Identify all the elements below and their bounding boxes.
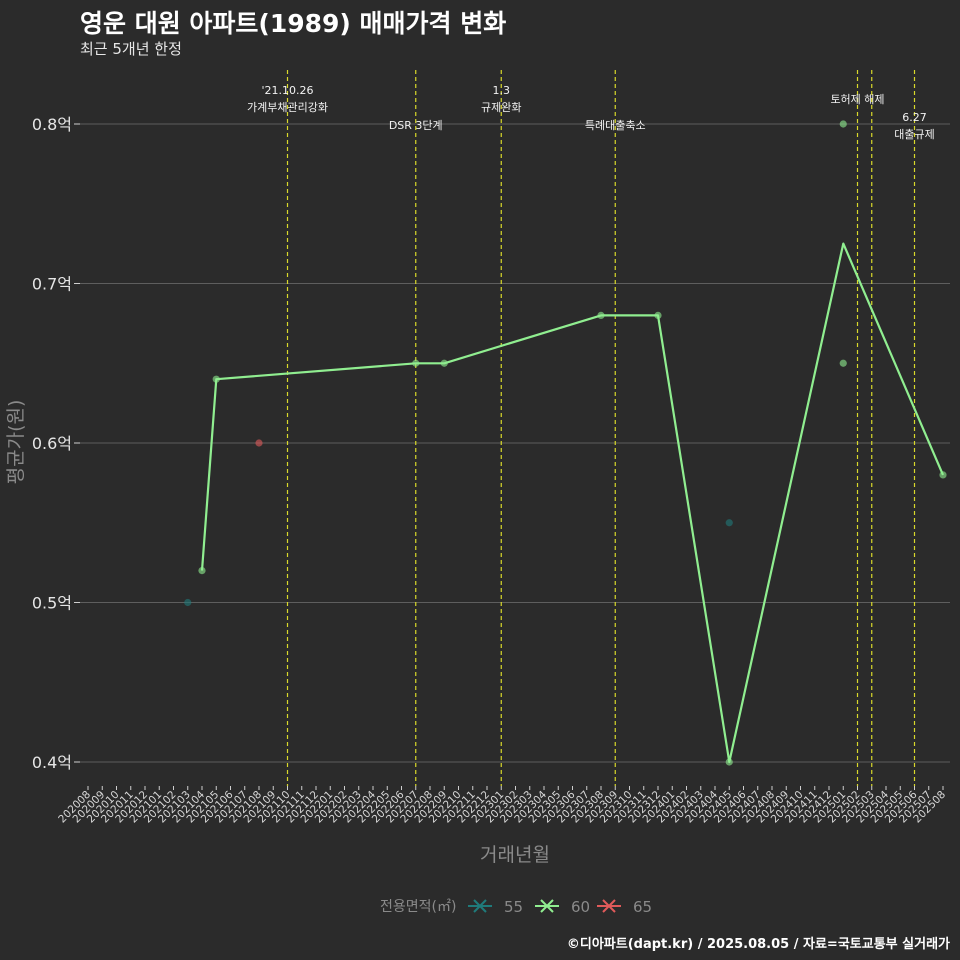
series-layer <box>184 120 947 766</box>
grid-layer: 0.4억 0.5억 0.6억 0.7억 0.8억 <box>32 115 950 772</box>
legend-title: 전용면적(㎡) <box>380 899 456 915</box>
data-point-60 <box>597 311 605 319</box>
event-label: 토허제 해제 <box>830 92 884 106</box>
data-point-60 <box>412 359 420 367</box>
data-point-65 <box>255 439 263 447</box>
data-point-55 <box>725 519 733 527</box>
x-tick-labels: 2020082020092020102020112020122021012021… <box>56 786 948 825</box>
data-point-60 <box>939 471 947 479</box>
data-point-60 <box>839 120 847 128</box>
legend-label-55: 55 <box>504 898 523 916</box>
legend-key-cross <box>473 899 487 913</box>
event-label: 대출규제 <box>894 128 934 141</box>
legend-key-cross <box>540 899 554 913</box>
legend-key-cross <box>602 899 616 913</box>
data-point-60 <box>839 359 847 367</box>
y-tick-label: 0.4억 <box>32 753 72 772</box>
data-point-60 <box>654 311 662 319</box>
y-tick-label: 0.7억 <box>32 275 72 294</box>
event-label: 규제완화 <box>481 101 521 114</box>
data-point-60 <box>212 375 220 383</box>
legend: 전용면적(㎡) 55 60 65 <box>380 898 652 916</box>
data-point-55 <box>184 598 192 607</box>
event-label: 6.27 <box>902 111 927 124</box>
y-tick-label: 0.8억 <box>32 115 72 134</box>
y-tick-label: 0.6억 <box>32 434 72 453</box>
event-label: DSR 3단계 <box>389 119 443 132</box>
data-point-60 <box>198 567 206 575</box>
series-line-60 <box>200 242 945 764</box>
event-label: 특례대출축소 <box>585 119 646 132</box>
event-label: '21.10.26 <box>261 84 313 97</box>
footer-credit: ©디아파트(dapt.kr) / 2025.08.05 / 자료=국토교통부 실… <box>566 937 950 952</box>
chart-subtitle: 최근 5개년 한정 <box>80 40 182 58</box>
event-label: 가계부채관리강화 <box>247 101 328 114</box>
data-point-60 <box>440 359 448 367</box>
event-label: 1.3 <box>493 84 511 97</box>
x-axis-title: 거래년월 <box>480 844 550 866</box>
legend-label-60: 60 <box>571 898 590 916</box>
chart-title: 영운 대원 아파트(1989) 매매가격 변화 <box>80 9 507 38</box>
y-tick-label: 0.5억 <box>32 594 72 613</box>
legend-label-65: 65 <box>633 898 652 916</box>
data-point-60 <box>725 758 733 766</box>
y-axis-title: 평균가(원) <box>5 400 27 485</box>
